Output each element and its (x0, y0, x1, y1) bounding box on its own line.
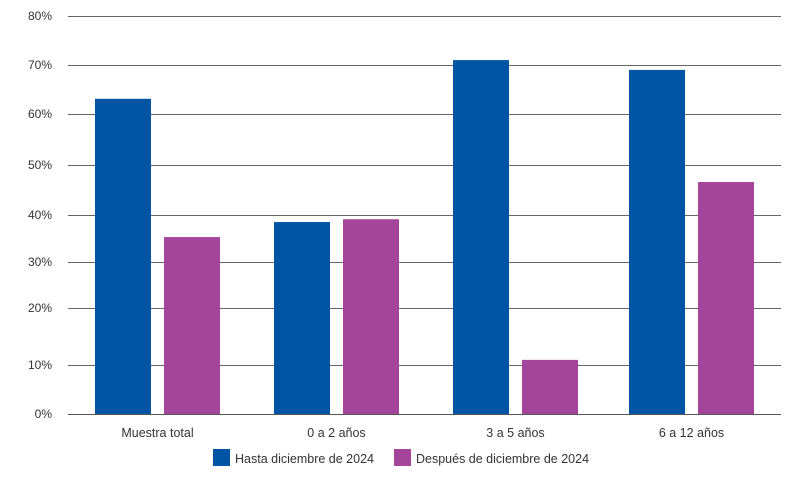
y-tick-label: 30% (28, 255, 52, 269)
x-tick-label: 0 a 2 años (307, 426, 365, 440)
y-tick-label: 50% (28, 158, 52, 172)
legend-swatch (394, 449, 411, 466)
x-tick-label: 3 a 5 años (486, 426, 544, 440)
bar-despues-1 (343, 219, 399, 414)
x-tick-label: Muestra total (121, 426, 193, 440)
y-tick-label: 40% (28, 208, 52, 222)
bar-despues-2 (522, 359, 578, 414)
x-axis-labels: Muestra total 0 a 2 años 3 a 5 años 6 a 12 … (121, 426, 724, 440)
legend: Hasta diciembre de 2024 Después de diciem… (213, 449, 589, 466)
legend-swatch (213, 449, 230, 466)
bar-despues-0 (164, 237, 220, 414)
x-tick-label: 6 a 12 años (659, 426, 724, 440)
y-tick-label: 60% (28, 107, 52, 121)
bar-hasta-0 (95, 98, 151, 414)
y-tick-label: 0% (35, 407, 53, 421)
bar-hasta-1 (274, 222, 330, 414)
y-tick-label: 80% (28, 9, 52, 23)
bar-despues-3 (698, 182, 754, 414)
bars (95, 60, 754, 415)
legend-label: Hasta diciembre de 2024 (235, 452, 374, 466)
legend-label: Después de diciembre de 2024 (416, 452, 589, 466)
bar-hasta-2 (453, 60, 509, 414)
y-tick-label: 10% (28, 358, 52, 372)
y-tick-label: 20% (28, 301, 52, 315)
bar-hasta-3 (629, 69, 685, 415)
y-axis-ticks: 0% 10% 20% 30% 40% 50% 60% 70% 80% (28, 9, 52, 421)
y-tick-label: 70% (28, 58, 52, 72)
